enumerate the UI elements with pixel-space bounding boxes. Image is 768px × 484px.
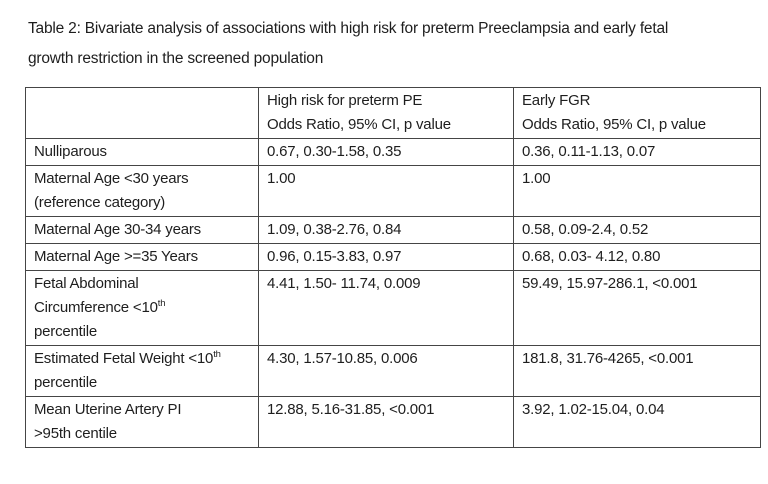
document-page: Table 2: Bivariate analysis of associati…	[0, 14, 768, 448]
table-caption-line-2: growth restriction in the screened popul…	[28, 50, 324, 67]
table-row: Maternal Age 30-34 years 1.09, 0.38-2.76,…	[25, 216, 761, 244]
pe-odds-value: 4.30, 1.57-10.85, 0.006	[258, 345, 514, 397]
pe-odds-value: 1.09, 0.38-2.76, 0.84	[258, 216, 514, 244]
pe-odds-value: 4.41, 1.50- 11.74, 0.009	[258, 270, 514, 346]
table-row: Fetal Abdominal Circumference <10th percen…	[25, 270, 761, 346]
bivariate-table: High risk for preterm PE Odds Ratio, 95%…	[25, 87, 761, 448]
row-label: Mean Uterine Artery PI >95th centile	[25, 396, 259, 448]
fgr-odds-value: 0.58, 0.09-2.4, 0.52	[513, 216, 761, 244]
pe-odds-value: 12.88, 5.16-31.85, <0.001	[258, 396, 514, 448]
pe-odds-value: 0.96, 0.15-3.83, 0.97	[258, 243, 514, 271]
fgr-odds-value: 1.00	[513, 165, 761, 217]
row-label: Maternal Age 30-34 years	[25, 216, 259, 244]
table-row: Estimated Fetal Weight <10th percentile 4.…	[25, 345, 761, 397]
table-caption-line-1: Table 2: Bivariate analysis of associati…	[28, 20, 669, 37]
fgr-odds-value: 59.49, 15.97-286.1, <0.001	[513, 270, 761, 346]
header-preterm-pe: High risk for preterm PE Odds Ratio, 95%…	[258, 87, 514, 139]
pe-odds-value: 0.67, 0.30-1.58, 0.35	[258, 138, 514, 166]
header-early-fgr-title: Early FGR	[522, 92, 591, 109]
header-early-fgr: Early FGR Odds Ratio, 95% CI, p value	[513, 87, 761, 139]
table-body: Nulliparous 0.67, 0.30-1.58, 0.35 0.36, 0.…	[25, 138, 761, 448]
header-preterm-pe-title: High risk for preterm PE	[267, 92, 423, 109]
row-label: Nulliparous	[25, 138, 259, 166]
row-label: Maternal Age <30 years (reference categor…	[25, 165, 259, 217]
table-row: Maternal Age <30 years (reference categor…	[25, 165, 761, 217]
fgr-odds-value: 0.68, 0.03- 4.12, 0.80	[513, 243, 761, 271]
fgr-odds-value: 181.8, 31.76-4265, <0.001	[513, 345, 761, 397]
header-early-fgr-subtitle: Odds Ratio, 95% CI, p value	[522, 116, 706, 133]
header-preterm-pe-subtitle: Odds Ratio, 95% CI, p value	[267, 116, 451, 133]
table-row: Mean Uterine Artery PI >95th centile 12.88…	[25, 396, 761, 448]
table-row: Maternal Age >=35 Years 0.96, 0.15-3.83, …	[25, 243, 761, 271]
pe-odds-value: 1.00	[258, 165, 514, 217]
row-label: Estimated Fetal Weight <10th percentile	[25, 345, 259, 397]
table-caption: Table 2: Bivariate analysis of associati…	[28, 14, 740, 74]
row-label: Fetal Abdominal Circumference <10th percen…	[25, 270, 259, 346]
fgr-odds-value: 0.36, 0.11-1.13, 0.07	[513, 138, 761, 166]
fgr-odds-value: 3.92, 1.02-15.04, 0.04	[513, 396, 761, 448]
header-empty	[25, 87, 259, 139]
table-row: Nulliparous 0.67, 0.30-1.58, 0.35 0.36, 0.…	[25, 138, 761, 166]
row-label: Maternal Age >=35 Years	[25, 243, 259, 271]
table-header-row: High risk for preterm PE Odds Ratio, 95%…	[25, 87, 761, 139]
